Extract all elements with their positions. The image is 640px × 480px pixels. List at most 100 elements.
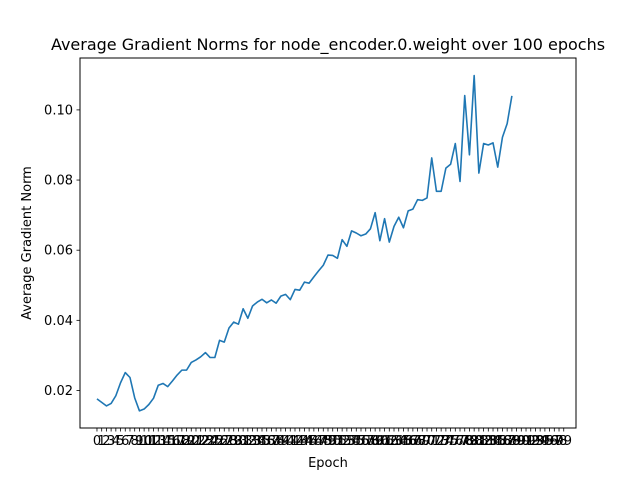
- x-tick-label: 25: [207, 434, 224, 449]
- x-tick-label: 45: [301, 434, 318, 449]
- x-tick-label: 54: [343, 434, 360, 449]
- x-tick-label: 4: [112, 434, 120, 449]
- x-tick-label: 78: [456, 434, 473, 449]
- x-tick-label: 36: [258, 434, 275, 449]
- x-tick-label: 44: [296, 434, 313, 449]
- x-tick-label: 92: [522, 434, 539, 449]
- chart-title: Average Gradient Norms for node_encoder.…: [51, 35, 605, 55]
- y-axis-ticks: 0.02 0.04 0.06 0.08 0.10: [44, 103, 80, 399]
- x-tick-label: 31: [235, 434, 252, 449]
- x-tick-label: 86: [494, 434, 511, 449]
- x-tick-label: 82: [475, 434, 492, 449]
- x-tick-label: 33: [244, 434, 261, 449]
- x-tick-label: 14: [155, 434, 172, 449]
- x-tick-label: 52: [334, 434, 351, 449]
- x-tick-label: 3: [107, 434, 115, 449]
- x-tick-label: 17: [169, 434, 186, 449]
- x-tick-label: 18: [174, 434, 191, 449]
- x-tick-label: 21: [188, 434, 205, 449]
- x-tick-label: 23: [197, 434, 214, 449]
- x-tick-label: 67: [405, 434, 422, 449]
- x-tick-label: 56: [353, 434, 370, 449]
- x-tick-label: 91: [518, 434, 535, 449]
- x-tick-label: 47: [310, 434, 327, 449]
- y-tick-label: 0.02: [44, 384, 73, 399]
- x-tick-label: 93: [527, 434, 544, 449]
- x-tick-label: 7: [126, 434, 134, 449]
- x-tick-label: 81: [471, 434, 488, 449]
- x-tick-label: 0: [93, 434, 101, 449]
- x-tick-label: 63: [386, 434, 403, 449]
- x-tick-label: 76: [447, 434, 464, 449]
- plot-frame: [79, 57, 577, 429]
- x-tick-label: 15: [159, 434, 176, 449]
- x-tick-label: 89: [508, 434, 525, 449]
- x-tick-label: 62: [381, 434, 398, 449]
- x-axis-label: Epoch: [308, 456, 348, 471]
- x-tick-label: 59: [367, 434, 384, 449]
- x-tick-label: 5: [116, 434, 124, 449]
- x-tick-label: 6: [121, 434, 129, 449]
- x-tick-label: 13: [150, 434, 167, 449]
- x-tick-label: 28: [221, 434, 238, 449]
- x-tick-label: 29: [225, 434, 242, 449]
- x-tick-label: 53: [339, 434, 356, 449]
- x-tick-label: 27: [216, 434, 233, 449]
- x-tick-label: 16: [164, 434, 181, 449]
- x-tick-label: 12: [145, 434, 162, 449]
- x-tick-label: 22: [192, 434, 209, 449]
- x-tick-label: 9: [135, 434, 143, 449]
- x-tick-label: 88: [504, 434, 521, 449]
- x-tick-label: 60: [372, 434, 389, 449]
- x-tick-label: 24: [202, 434, 219, 449]
- x-axis-ticks: 0123456789101112131415161718192021222324…: [93, 428, 572, 449]
- x-tick-label: 79: [461, 434, 478, 449]
- y-tick-label: 0.04: [44, 314, 73, 329]
- x-tick-label: 38: [268, 434, 285, 449]
- x-tick-label: 94: [532, 434, 549, 449]
- x-tick-label: 84: [485, 434, 502, 449]
- x-tick-label: 20: [183, 434, 200, 449]
- x-tick-label: 30: [230, 434, 247, 449]
- x-tick-label: 69: [414, 434, 431, 449]
- x-tick-label: 77: [452, 434, 469, 449]
- y-axis-label: Average Gradient Norm: [20, 166, 35, 320]
- x-tick-label: 42: [287, 434, 304, 449]
- x-tick-label: 49: [320, 434, 337, 449]
- x-tick-label: 26: [211, 434, 228, 449]
- x-tick-label: 46: [306, 434, 323, 449]
- x-tick-label: 2: [102, 434, 110, 449]
- x-tick-label: 32: [240, 434, 257, 449]
- x-tick-label: 55: [348, 434, 365, 449]
- x-tick-label: 10: [136, 434, 153, 449]
- x-tick-label: 90: [513, 434, 530, 449]
- x-tick-label: 19: [178, 434, 195, 449]
- x-tick-label: 97: [546, 434, 563, 449]
- y-tick-label: 0.08: [44, 174, 73, 189]
- x-tick-label: 39: [273, 434, 290, 449]
- x-tick-label: 80: [466, 434, 483, 449]
- x-tick-label: 48: [315, 434, 332, 449]
- x-tick-label: 73: [433, 434, 450, 449]
- series-layer: [96, 74, 513, 412]
- x-tick-label: 99: [555, 434, 572, 449]
- x-tick-label: 40: [277, 434, 294, 449]
- x-tick-label: 64: [390, 434, 407, 449]
- x-tick-label: 96: [541, 434, 558, 449]
- x-tick-label: 71: [423, 434, 440, 449]
- x-tick-label: 1: [98, 434, 106, 449]
- x-tick-label: 95: [537, 434, 554, 449]
- x-tick-label: 51: [329, 434, 346, 449]
- x-tick-label: 8: [131, 434, 139, 449]
- x-tick-label: 11: [141, 434, 158, 449]
- x-tick-label: 75: [442, 434, 459, 449]
- series-line-0: [96, 74, 513, 412]
- x-tick-label: 83: [480, 434, 497, 449]
- x-tick-label: 57: [357, 434, 374, 449]
- y-tick-label: 0.06: [44, 244, 73, 259]
- x-tick-label: 50: [324, 434, 341, 449]
- x-tick-label: 35: [254, 434, 271, 449]
- x-tick-label: 74: [438, 434, 455, 449]
- x-tick-label: 68: [409, 434, 426, 449]
- x-tick-label: 61: [376, 434, 393, 449]
